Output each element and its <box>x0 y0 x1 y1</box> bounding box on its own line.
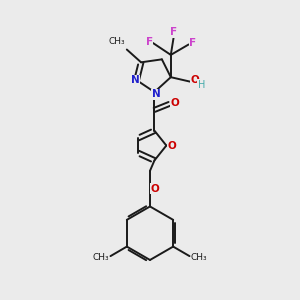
Text: F: F <box>170 27 177 37</box>
Text: O: O <box>151 184 160 194</box>
Text: O: O <box>167 140 176 151</box>
Text: F: F <box>146 37 153 46</box>
Text: O: O <box>190 76 199 85</box>
Text: F: F <box>189 38 197 48</box>
Text: CH₃: CH₃ <box>109 37 125 46</box>
Text: H: H <box>198 80 205 90</box>
Text: N: N <box>152 89 160 99</box>
Text: CH₃: CH₃ <box>191 253 208 262</box>
Text: O: O <box>171 98 180 108</box>
Text: CH₃: CH₃ <box>92 253 109 262</box>
Text: N: N <box>131 75 140 85</box>
